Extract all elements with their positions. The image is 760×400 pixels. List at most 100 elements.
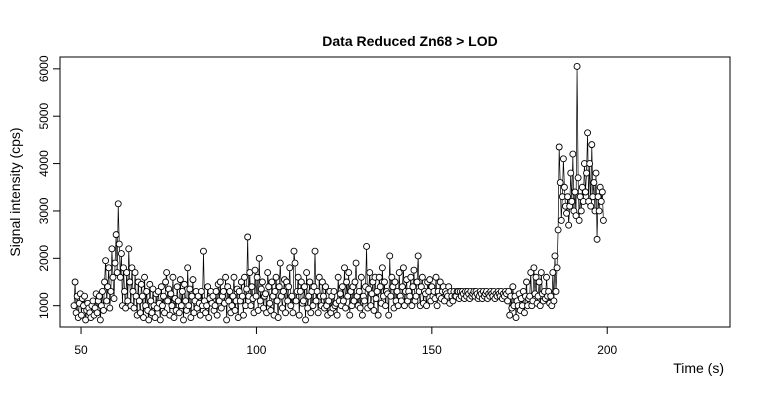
data-point (560, 183, 568, 191)
data-point (367, 302, 375, 310)
data-point (363, 243, 371, 250)
data-point (235, 288, 243, 295)
data-point (143, 288, 151, 295)
data-point (575, 216, 583, 224)
data-point (391, 278, 399, 286)
data-point (247, 302, 255, 310)
data-point (129, 288, 137, 295)
data-point (376, 283, 384, 291)
data-point (554, 226, 562, 234)
data-point (382, 302, 389, 310)
x-tick-label: 50 (74, 343, 88, 357)
data-point (375, 273, 383, 281)
data-point (286, 264, 294, 272)
data-point (426, 276, 434, 284)
y-tick-label: 1000 (37, 292, 51, 319)
data-point (264, 269, 272, 276)
y-tick-label: 3000 (37, 197, 51, 224)
data-point (300, 297, 307, 305)
data-point (289, 309, 297, 317)
data-point (520, 309, 528, 317)
data-point (352, 259, 360, 267)
data-point (593, 235, 601, 243)
data-point (330, 288, 338, 295)
data-point (81, 292, 89, 300)
data-point (96, 316, 104, 324)
data-point (314, 309, 322, 317)
data-point (287, 302, 295, 310)
data-point (168, 302, 176, 310)
data-point (108, 245, 116, 253)
data-point (344, 292, 352, 300)
data-point (401, 302, 408, 310)
data-point (543, 273, 550, 281)
data-point (175, 309, 183, 317)
data-point (146, 280, 154, 288)
data-point (436, 278, 444, 286)
data-point (216, 278, 224, 286)
data-point (506, 311, 514, 319)
data-point (592, 169, 600, 177)
data-point (226, 288, 234, 295)
data-point (343, 278, 351, 286)
data-point (588, 141, 596, 149)
data-point (294, 273, 302, 281)
data-point (318, 278, 326, 286)
data-point (258, 278, 266, 286)
data-point (189, 276, 197, 284)
y-axis-label: Signal intensity (cps) (7, 127, 23, 256)
data-point (255, 254, 263, 262)
data-point (275, 283, 283, 291)
data-point (381, 278, 388, 286)
data-point (306, 278, 314, 286)
data-point (282, 309, 289, 317)
data-point (322, 283, 329, 291)
data-point (103, 297, 111, 305)
data-point (290, 247, 298, 255)
data-point (93, 309, 101, 317)
data-point (358, 311, 366, 319)
data-point (100, 306, 107, 314)
data-point (251, 266, 259, 274)
data-point (571, 188, 579, 196)
data-point (557, 216, 565, 224)
data-point (378, 264, 386, 272)
data-point (256, 297, 264, 305)
data-point (284, 297, 292, 305)
data-point (113, 269, 121, 276)
data-point (303, 269, 311, 276)
data-point (112, 231, 120, 239)
data-point (509, 283, 517, 291)
data-point (197, 288, 205, 295)
data-point (393, 288, 401, 295)
data-point (313, 288, 321, 295)
y-tick-label: 5000 (37, 103, 51, 130)
data-point (141, 273, 148, 281)
data-point (574, 174, 582, 182)
data-point (295, 311, 303, 319)
data-point (365, 285, 373, 293)
data-point (209, 292, 217, 300)
data-point (267, 306, 275, 314)
data-point (180, 316, 187, 324)
data-point (301, 283, 308, 291)
data-point (573, 63, 581, 70)
data-point (315, 273, 323, 281)
data-point (271, 288, 279, 295)
data-point (223, 316, 231, 324)
data-point (583, 169, 590, 177)
data-point (265, 283, 273, 291)
data-point (356, 304, 364, 312)
data-point (398, 283, 406, 291)
data-point (417, 283, 425, 291)
data-point (276, 259, 284, 267)
data-point (202, 309, 210, 317)
data-point (101, 278, 109, 286)
data-point (407, 273, 415, 281)
data-point (124, 297, 132, 305)
x-tick-label: 150 (422, 343, 442, 357)
data-point (374, 311, 382, 319)
data-point (126, 278, 134, 286)
data-point (550, 297, 558, 305)
